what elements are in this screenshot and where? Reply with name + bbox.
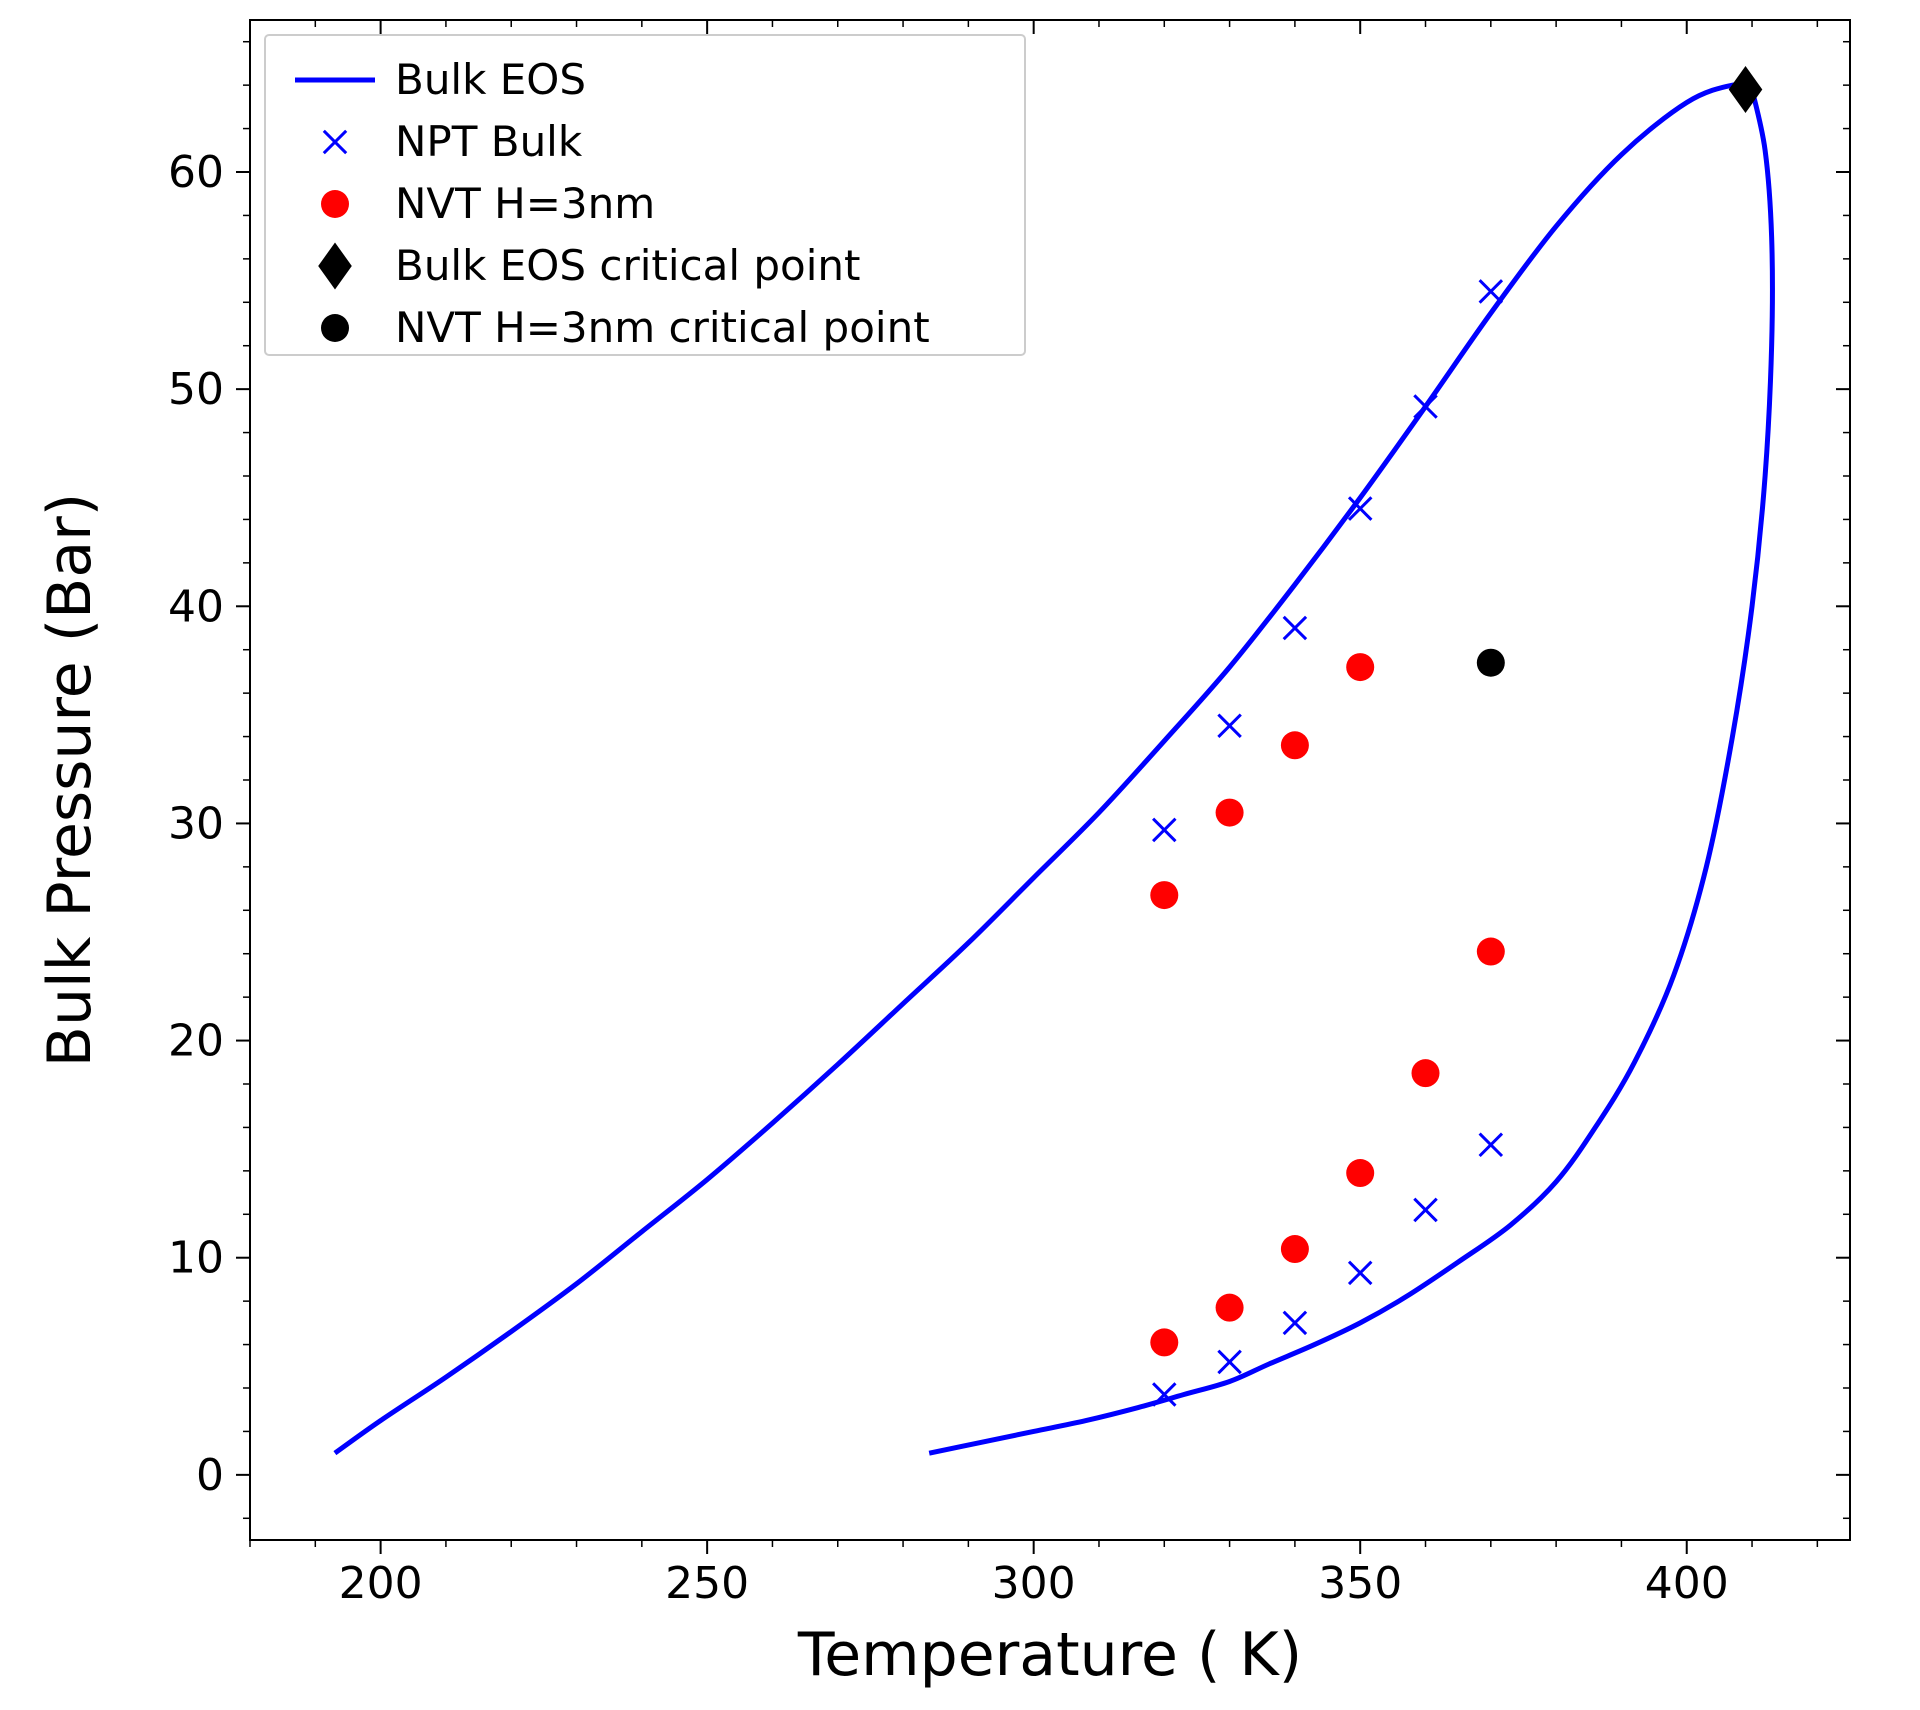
- circle-marker: [1150, 881, 1178, 909]
- circle-marker: [1477, 938, 1505, 966]
- x-axis-label: Temperature ( K): [797, 1620, 1302, 1690]
- y-tick-label: 60: [168, 147, 224, 198]
- x-tick-label: 400: [1645, 1558, 1729, 1609]
- circle-marker: [321, 314, 349, 342]
- legend-label: Bulk EOS: [395, 55, 586, 104]
- circle-marker: [1412, 1059, 1440, 1087]
- circle-marker: [1281, 1235, 1309, 1263]
- y-tick-label: 0: [196, 1450, 224, 1501]
- x-tick-label: 300: [992, 1558, 1076, 1609]
- x-tick-label: 350: [1318, 1558, 1402, 1609]
- circle-marker: [1216, 799, 1244, 827]
- y-tick-label: 40: [168, 581, 224, 632]
- y-axis-label: Bulk Pressure (Bar): [35, 493, 105, 1067]
- circle-marker: [1477, 649, 1505, 677]
- legend-label: NPT Bulk: [395, 117, 583, 166]
- chart-container: 200 250 300 350 400 0 10 20 30 40 50 60 Temperature …: [0, 0, 1920, 1710]
- y-tick-label: 20: [168, 1016, 224, 1067]
- y-tick-label: 10: [168, 1233, 224, 1284]
- circle-marker: [321, 190, 349, 218]
- y-tick-label: 30: [168, 798, 224, 849]
- legend-label: Bulk EOS critical point: [395, 241, 861, 290]
- y-tick-label: 50: [168, 364, 224, 415]
- circle-marker: [1281, 731, 1309, 759]
- circle-marker: [1346, 1159, 1374, 1187]
- x-tick-label: 250: [665, 1558, 749, 1609]
- circle-marker: [1216, 1294, 1244, 1322]
- circle-marker: [1150, 1328, 1178, 1356]
- x-tick-label: 200: [339, 1558, 423, 1609]
- legend-label: NVT H=3nm critical point: [395, 303, 930, 352]
- legend-label: NVT H=3nm: [395, 179, 655, 228]
- phase-diagram-chart: 200 250 300 350 400 0 10 20 30 40 50 60 Temperature …: [0, 0, 1920, 1710]
- circle-marker: [1346, 653, 1374, 681]
